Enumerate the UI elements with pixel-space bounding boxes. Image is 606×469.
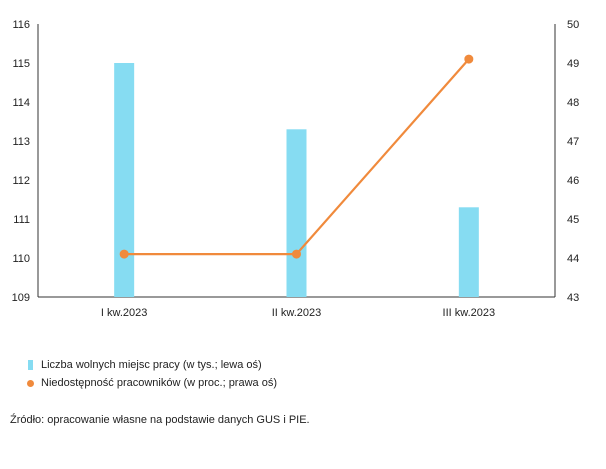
legend-bar-label: Liczba wolnych miejsc pracy (w tys.; lew… bbox=[41, 359, 262, 371]
left-tick-label: 115 bbox=[12, 58, 30, 70]
left-tick-label: 113 bbox=[12, 136, 30, 148]
legend-item-line: Niedostępność pracowników (w proc.; praw… bbox=[27, 374, 277, 392]
right-tick-label: 44 bbox=[567, 253, 579, 265]
right-tick-label: 46 bbox=[567, 175, 579, 187]
right-tick-label: 49 bbox=[567, 58, 579, 70]
left-tick-label: 112 bbox=[12, 175, 30, 187]
right-tick-label: 48 bbox=[567, 97, 579, 109]
bar-series bbox=[114, 63, 479, 297]
legend: Liczba wolnych miejsc pracy (w tys.; lew… bbox=[27, 356, 277, 392]
bar bbox=[286, 129, 307, 297]
left-axis-ticks: 109 110 111 112 113 114 115 116 bbox=[12, 19, 30, 304]
legend-line-swatch bbox=[27, 379, 34, 387]
right-axis-ticks: 43 44 45 46 47 48 49 50 bbox=[567, 19, 579, 304]
x-tick-label: I kw.2023 bbox=[101, 307, 147, 319]
combo-chart: 109 110 111 112 113 114 115 116 43 44 45 46 47 48 49 5… bbox=[12, 19, 580, 319]
left-tick-label: 111 bbox=[13, 214, 30, 226]
left-tick-label: 109 bbox=[12, 292, 30, 304]
bar bbox=[114, 63, 135, 297]
line-series bbox=[119, 54, 474, 259]
legend-line-label: Niedostępność pracowników (w proc.; praw… bbox=[41, 377, 277, 389]
left-tick-label: 114 bbox=[12, 97, 30, 109]
left-tick-label: 116 bbox=[12, 19, 30, 31]
x-tick-label: III kw.2023 bbox=[443, 307, 496, 319]
legend-item-bars: Liczba wolnych miejsc pracy (w tys.; lew… bbox=[28, 356, 277, 374]
right-tick-label: 50 bbox=[567, 19, 579, 31]
legend-bar-swatch bbox=[28, 360, 33, 370]
line-point bbox=[292, 249, 301, 259]
x-axis-ticks: I kw.2023 II kw.2023 III kw.2023 bbox=[101, 307, 495, 319]
line-point bbox=[464, 54, 474, 64]
line-point bbox=[119, 249, 129, 259]
right-tick-label: 45 bbox=[567, 214, 579, 226]
x-tick-label: II kw.2023 bbox=[272, 307, 322, 319]
right-tick-label: 43 bbox=[567, 292, 579, 304]
left-tick-label: 110 bbox=[12, 253, 30, 265]
right-tick-label: 47 bbox=[567, 136, 579, 148]
source-note: Źródło: opracowanie własne na podstawie … bbox=[10, 414, 310, 426]
bar bbox=[458, 207, 479, 297]
